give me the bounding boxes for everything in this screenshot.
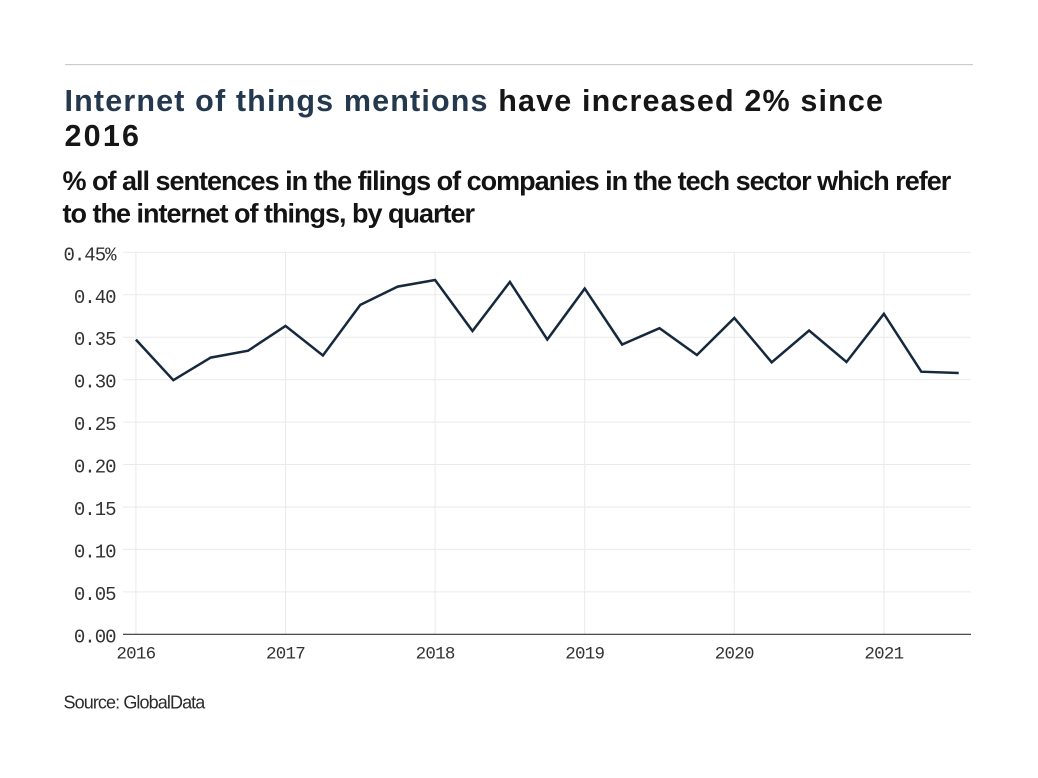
svg-text:0.25: 0.25 (74, 414, 116, 436)
svg-text:0.45%: 0.45% (63, 244, 117, 266)
svg-text:2021: 2021 (864, 644, 903, 664)
svg-text:2016: 2016 (116, 644, 155, 664)
svg-text:2016: 2016 (65, 119, 142, 153)
svg-text:0.05: 0.05 (74, 584, 116, 606)
svg-text:2020: 2020 (715, 644, 754, 664)
svg-text:0.30: 0.30 (74, 372, 116, 394)
svg-text:0.00: 0.00 (74, 626, 116, 648)
svg-text:Source: GlobalData: Source: GlobalData (64, 692, 207, 712)
svg-text:2018: 2018 (416, 644, 455, 664)
svg-text:0.35: 0.35 (74, 329, 116, 351)
svg-text:0.15: 0.15 (74, 499, 116, 521)
svg-text:0.40: 0.40 (74, 287, 116, 309)
svg-text:0.20: 0.20 (74, 457, 116, 479)
svg-text:% of all sentences in the fili: % of all sentences in the filings of com… (63, 166, 952, 196)
svg-text:to the internet of things, by: to the internet of things, by quarter (63, 199, 476, 229)
svg-text:0.10: 0.10 (74, 541, 116, 563)
svg-text:2017: 2017 (266, 644, 305, 664)
svg-text:Internet of things mentions ha: Internet of things mentions have increas… (65, 84, 885, 118)
svg-text:2019: 2019 (565, 644, 604, 664)
